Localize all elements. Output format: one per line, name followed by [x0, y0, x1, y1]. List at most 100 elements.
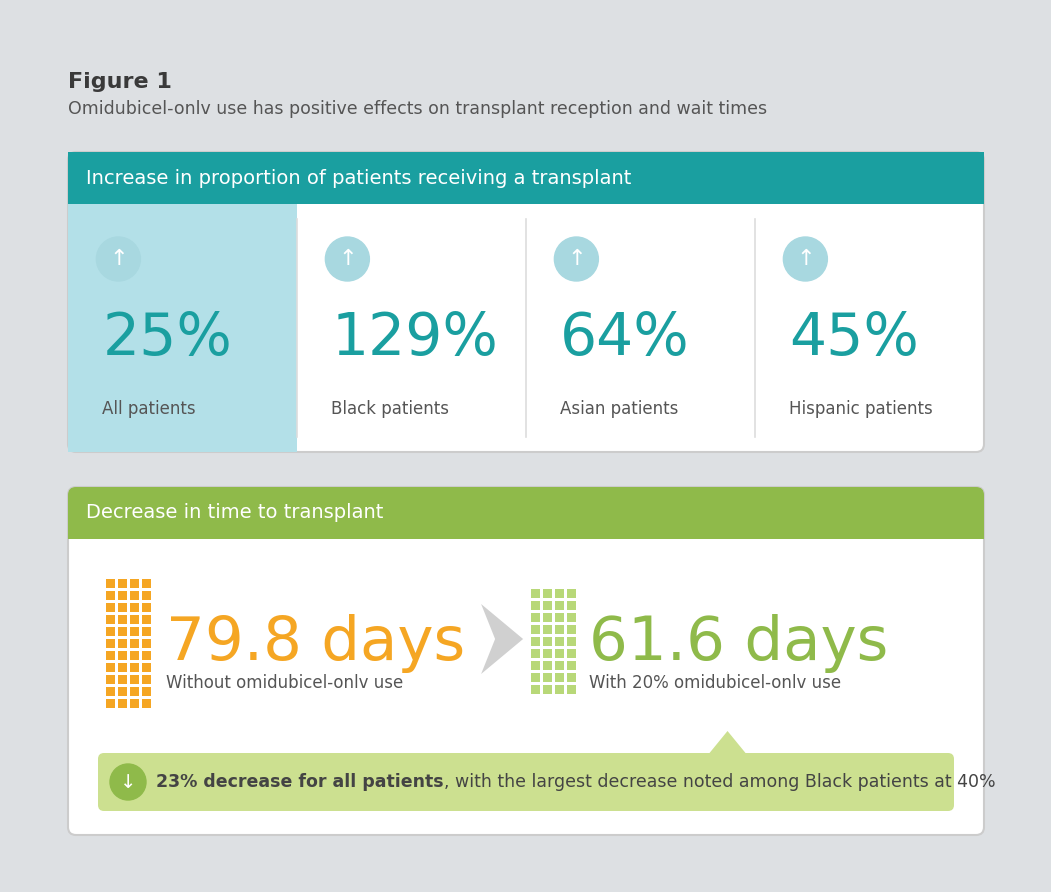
Bar: [142, 699, 151, 708]
Bar: [130, 675, 139, 684]
Bar: [566, 649, 576, 658]
Text: ↑: ↑: [568, 249, 585, 269]
Bar: [555, 649, 563, 658]
Bar: [142, 675, 151, 684]
Text: Figure 1: Figure 1: [68, 72, 172, 92]
Bar: [142, 663, 151, 672]
Bar: [555, 673, 563, 682]
Circle shape: [97, 237, 141, 281]
Circle shape: [783, 237, 827, 281]
Text: 23% decrease for all patients: 23% decrease for all patients: [156, 773, 444, 791]
Bar: [118, 591, 127, 600]
FancyBboxPatch shape: [68, 487, 984, 539]
Text: , with the largest decrease noted among Black patients at 40%: , with the largest decrease noted among …: [444, 773, 995, 791]
Bar: [531, 673, 539, 682]
Text: ↑: ↑: [338, 249, 356, 269]
Bar: [130, 639, 139, 648]
Bar: [566, 661, 576, 670]
Bar: [106, 615, 115, 624]
Circle shape: [326, 237, 369, 281]
Bar: [106, 663, 115, 672]
Bar: [142, 687, 151, 696]
Bar: [542, 589, 552, 598]
Bar: [142, 639, 151, 648]
Bar: [68, 178, 984, 204]
Bar: [130, 651, 139, 660]
Text: 64%: 64%: [560, 310, 691, 368]
Bar: [555, 601, 563, 610]
Bar: [68, 152, 984, 204]
Text: Black patients: Black patients: [331, 400, 450, 418]
Bar: [542, 649, 552, 658]
Bar: [531, 649, 539, 658]
Text: Decrease in time to transplant: Decrease in time to transplant: [86, 503, 384, 523]
Bar: [566, 637, 576, 646]
Bar: [106, 699, 115, 708]
Bar: [542, 637, 552, 646]
Bar: [118, 579, 127, 588]
Bar: [106, 579, 115, 588]
Bar: [142, 615, 151, 624]
Bar: [566, 625, 576, 634]
Bar: [542, 661, 552, 670]
Bar: [531, 589, 539, 598]
Bar: [106, 627, 115, 636]
Bar: [106, 639, 115, 648]
Bar: [118, 651, 127, 660]
Bar: [118, 699, 127, 708]
Bar: [130, 591, 139, 600]
Bar: [566, 673, 576, 682]
Bar: [130, 663, 139, 672]
Bar: [118, 639, 127, 648]
Bar: [118, 663, 127, 672]
Text: 25%: 25%: [102, 310, 232, 368]
Text: Increase in proportion of patients receiving a transplant: Increase in proportion of patients recei…: [86, 169, 632, 187]
Text: Omidubicel-onlv use has positive effects on transplant reception and wait times: Omidubicel-onlv use has positive effects…: [68, 100, 767, 118]
Text: Without omidubicel-onlv use: Without omidubicel-onlv use: [166, 674, 404, 692]
Bar: [531, 625, 539, 634]
Bar: [555, 625, 563, 634]
Bar: [531, 637, 539, 646]
Text: ↑: ↑: [109, 249, 127, 269]
Polygon shape: [709, 731, 745, 753]
Bar: [106, 591, 115, 600]
Bar: [566, 601, 576, 610]
Bar: [118, 615, 127, 624]
Bar: [542, 673, 552, 682]
Bar: [106, 687, 115, 696]
Text: All patients: All patients: [102, 400, 195, 418]
Bar: [142, 591, 151, 600]
Bar: [106, 651, 115, 660]
Bar: [118, 687, 127, 696]
Text: With 20% omidubicel-onlv use: With 20% omidubicel-onlv use: [589, 674, 841, 692]
Bar: [555, 637, 563, 646]
Bar: [531, 601, 539, 610]
FancyBboxPatch shape: [98, 753, 954, 811]
Bar: [531, 685, 539, 694]
Bar: [118, 627, 127, 636]
Bar: [118, 603, 127, 612]
Text: Asian patients: Asian patients: [560, 400, 679, 418]
Bar: [68, 204, 297, 452]
Bar: [106, 603, 115, 612]
Bar: [566, 613, 576, 622]
Text: ↓: ↓: [120, 772, 137, 791]
Bar: [118, 675, 127, 684]
FancyBboxPatch shape: [68, 487, 984, 835]
Text: 61.6 days: 61.6 days: [589, 614, 888, 673]
Circle shape: [110, 764, 146, 800]
Text: Hispanic patients: Hispanic patients: [789, 400, 933, 418]
Bar: [142, 603, 151, 612]
Text: ↑: ↑: [796, 249, 815, 269]
Bar: [130, 699, 139, 708]
Bar: [531, 613, 539, 622]
FancyBboxPatch shape: [68, 152, 984, 204]
Circle shape: [554, 237, 598, 281]
Bar: [555, 661, 563, 670]
Text: 79.8 days: 79.8 days: [166, 614, 466, 673]
Bar: [68, 513, 984, 539]
Polygon shape: [481, 604, 523, 674]
Bar: [142, 627, 151, 636]
Bar: [142, 651, 151, 660]
Bar: [142, 579, 151, 588]
